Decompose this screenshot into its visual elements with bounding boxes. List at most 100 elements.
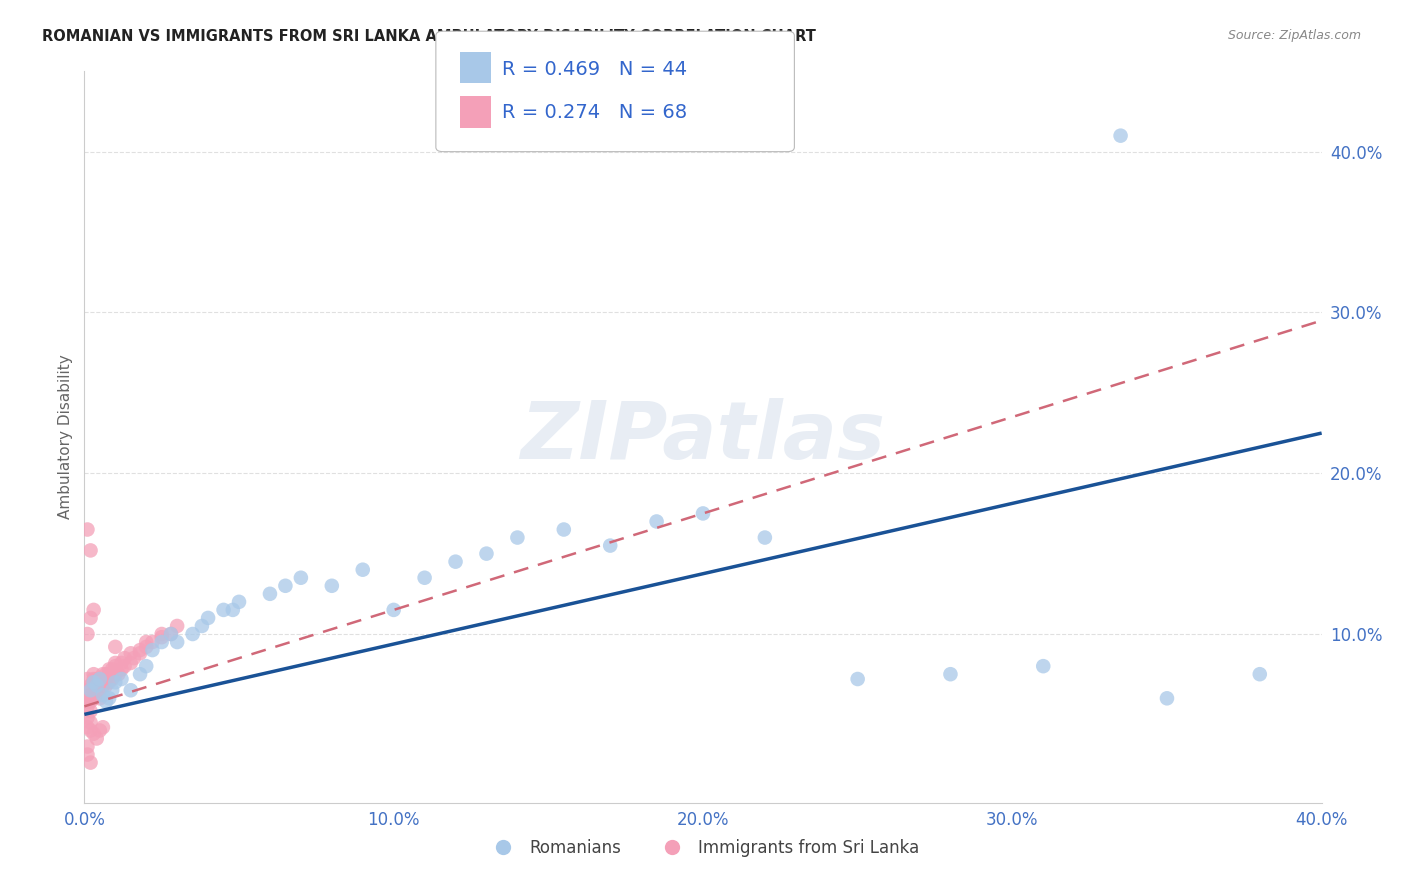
Point (129, 667, 152, 681)
Point (101, 672, 124, 686)
Point (76, 523, 98, 537)
Point (129, 643, 152, 657)
Point (228, 595, 250, 609)
Point (506, 531, 529, 545)
Point (1109, 128, 1132, 143)
Point (191, 619, 214, 633)
Point (86, 672, 108, 686)
Point (79, 543, 101, 558)
Point (76, 720, 98, 734)
Point (846, 672, 869, 686)
Point (79, 678, 101, 692)
Point (76, 739, 98, 754)
Point (114, 651, 136, 665)
Point (98, 662, 121, 676)
Point (114, 659, 136, 673)
Text: R = 0.274   N = 68: R = 0.274 N = 68 (502, 103, 688, 121)
Point (692, 507, 714, 521)
Point (321, 579, 343, 593)
Point (166, 635, 188, 649)
Point (129, 646, 152, 660)
Point (79, 611, 101, 625)
Point (83, 672, 105, 686)
Point (1249, 667, 1271, 681)
Point (160, 627, 183, 641)
Point (939, 667, 962, 681)
Point (135, 640, 157, 654)
Point (83, 603, 105, 617)
Point (79, 704, 101, 718)
Point (79, 688, 101, 702)
Point (141, 635, 163, 649)
Point (150, 630, 173, 644)
Point (76, 694, 98, 708)
Point (352, 563, 374, 577)
Point (475, 547, 498, 561)
Point (86, 731, 108, 746)
Point (83, 727, 105, 741)
Point (83, 675, 105, 690)
Point (104, 667, 127, 681)
Point (89, 723, 111, 738)
Point (107, 667, 129, 681)
Legend: Romanians, Immigrants from Sri Lanka: Romanians, Immigrants from Sri Lanka (479, 832, 927, 864)
Point (110, 672, 132, 686)
Point (645, 515, 668, 529)
Point (76, 710, 98, 724)
Y-axis label: Ambulatory Disability: Ambulatory Disability (58, 355, 73, 519)
Point (94, 675, 117, 690)
Point (83, 675, 105, 690)
Point (76, 747, 98, 762)
Point (76, 627, 98, 641)
Point (79, 694, 101, 708)
Point (89, 683, 111, 698)
Point (101, 662, 124, 676)
Point (104, 656, 127, 670)
Point (444, 555, 467, 569)
Text: R = 0.469   N = 44: R = 0.469 N = 44 (502, 60, 688, 78)
Point (86, 688, 108, 702)
Point (91, 688, 114, 702)
Point (290, 571, 312, 585)
Point (135, 635, 157, 649)
Point (91, 678, 114, 692)
Point (94, 694, 117, 708)
Point (89, 672, 111, 686)
Point (166, 619, 188, 633)
Point (76, 699, 98, 714)
Point (150, 627, 173, 641)
Point (76, 672, 98, 686)
Point (197, 611, 219, 625)
Point (101, 683, 124, 698)
Text: ZIPatlas: ZIPatlas (520, 398, 886, 476)
Point (79, 723, 101, 738)
Point (104, 675, 127, 690)
Point (120, 683, 142, 698)
Point (94, 678, 117, 692)
Point (141, 643, 163, 657)
Point (86, 678, 108, 692)
Point (76, 691, 98, 706)
Point (120, 656, 142, 670)
Point (382, 603, 405, 617)
Point (89, 675, 111, 690)
Point (79, 756, 101, 770)
Point (104, 659, 127, 673)
Point (79, 715, 101, 730)
Point (259, 587, 281, 601)
Text: ROMANIAN VS IMMIGRANTS FROM SRI LANKA AMBULATORY DISABILITY CORRELATION CHART: ROMANIAN VS IMMIGRANTS FROM SRI LANKA AM… (42, 29, 815, 44)
Point (212, 603, 235, 617)
Point (98, 691, 121, 706)
Point (553, 523, 575, 537)
Point (274, 579, 297, 593)
Point (98, 675, 121, 690)
Point (89, 691, 111, 706)
Point (76, 683, 98, 698)
Point (79, 683, 101, 698)
Point (135, 659, 157, 673)
Point (120, 646, 142, 660)
Point (91, 720, 114, 734)
Point (98, 667, 121, 681)
Point (94, 667, 117, 681)
Point (110, 656, 132, 670)
